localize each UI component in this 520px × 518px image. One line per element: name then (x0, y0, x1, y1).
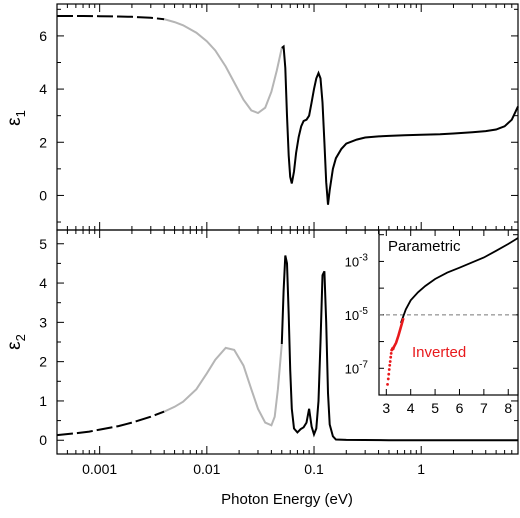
inset-y-tick-label: 10-7 (345, 359, 369, 376)
inset-inverted-point (389, 355, 393, 359)
top-y-tick-label: 6 (39, 28, 47, 44)
x-tick-label: 0.001 (82, 461, 117, 477)
bottom-y-axis-label: ε2 (4, 334, 28, 350)
inset-inverted-point (386, 377, 390, 381)
inset-inverted-point (386, 382, 389, 386)
top-y-axis-label: ε1 (4, 110, 28, 126)
bottom-y-tick-label: 1 (39, 393, 47, 409)
inset-inverted-point (387, 368, 391, 371)
inset-y-tick-label: 10-3 (345, 252, 369, 269)
inset-x-tick-label: 4 (407, 400, 415, 416)
top-y-tick-label: 2 (39, 134, 47, 150)
x-axis-label: Photon Energy (eV) (221, 491, 353, 508)
bottom-gray-extrapolated-line (163, 343, 283, 427)
inset-inverted-point (392, 346, 396, 349)
inset-frame (378, 229, 519, 396)
bottom-y-tick-label: 3 (39, 314, 47, 330)
bottom-series-group (56, 255, 518, 442)
bottom-measured-line (280, 255, 518, 442)
top-gray-extrapolated-line (163, 18, 283, 115)
inset-inverted-point (387, 372, 391, 376)
x-tick-label: 1 (417, 461, 425, 477)
inset-x-tick-label: 7 (480, 400, 488, 416)
inset-y-tick-label: 10-5 (345, 306, 369, 323)
inset-axis-ticks: 3 4 5 6 7 8 10-7 10-5 10-3 (345, 230, 518, 416)
inset-series-group (379, 237, 519, 386)
inset-label-parametric: Parametric (388, 238, 461, 255)
bottom-y-tick-label: 0 (39, 432, 47, 448)
top-measured-line (281, 44, 519, 205)
bottom-y-tick-label: 4 (39, 275, 47, 291)
top-series-group (57, 15, 519, 205)
bottom-y-tick-label: 2 (39, 354, 47, 370)
x-tick-label: 0.1 (304, 461, 324, 477)
inset-x-tick-label: 6 (456, 400, 464, 416)
inset-label-inverted: Inverted (412, 344, 466, 361)
inset-x-tick-label: 5 (431, 400, 439, 416)
top-y-tick-label: 0 (39, 187, 47, 203)
inset-x-tick-label: 3 (382, 400, 390, 416)
inset-panel: 3 4 5 6 7 8 10-7 10-5 10-3 Parametric Inverted (345, 229, 519, 416)
inset-inverted-point (389, 352, 393, 355)
inset-inverted-point (388, 363, 392, 367)
inset-parametric-line (400, 237, 519, 324)
inset-inverted-point (388, 360, 392, 363)
top-dashed-low-energy-line (57, 15, 165, 21)
inset-x-tick-label: 8 (504, 400, 512, 416)
inset-inverted-line (392, 317, 405, 349)
bottom-y-tick-label: 5 (39, 236, 47, 252)
x-tick-label: 0.01 (193, 461, 220, 477)
bottom-dashed-low-energy-line (56, 410, 165, 437)
top-axis-ticks: 0 2 4 6 (39, 4, 519, 230)
top-y-tick-label: 4 (39, 81, 47, 97)
top-panel: 0 2 4 6 ε1 (4, 3, 519, 231)
